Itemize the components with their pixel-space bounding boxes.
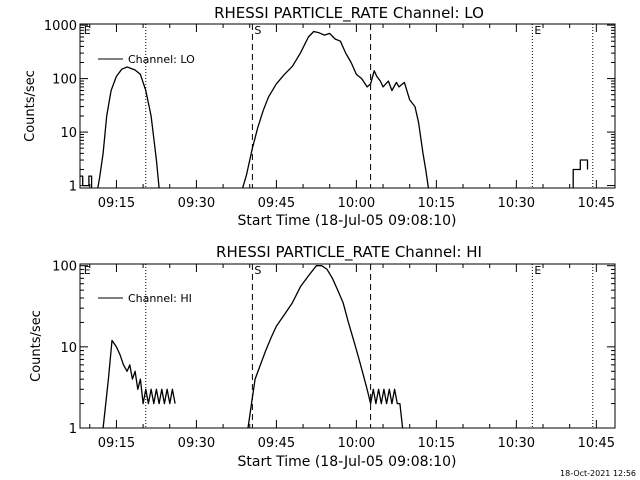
- lo-chart-title: RHESSI PARTICLE_RATE Channel: LO: [214, 4, 484, 23]
- lo-y-axis-label: Counts/sec: [23, 70, 38, 142]
- hi-marker-s-1: S: [254, 264, 261, 277]
- lo-x-tick-label-1015: 10:15: [418, 196, 455, 211]
- hi-y-axis-label: Counts/sec: [29, 310, 44, 382]
- hi-plot-frame: [79, 263, 616, 429]
- lo-x-axis-label: Start Time (18-Jul-05 09:08:10): [237, 213, 456, 229]
- lo-plot-frame: [79, 23, 616, 189]
- lo-series-line-segment-2: [241, 30, 430, 189]
- hi-legend-label: Channel: HI: [128, 292, 192, 305]
- hi-x-tick-label-0930: 09:30: [178, 436, 215, 451]
- hi-x-tick-label-0945: 09:45: [258, 436, 295, 451]
- lo-y-tick-label-1000: 1000: [44, 19, 77, 34]
- lo-x-tick-label-1045: 10:45: [578, 196, 615, 211]
- hi-y-tick-label-10: 10: [60, 341, 77, 356]
- hi-y-tick-label-1: 1: [69, 422, 77, 437]
- lo-x-tick-label-0930: 09:30: [178, 196, 215, 211]
- hi-marker-e-0: E: [84, 264, 91, 277]
- hi-y-tick-label-100: 100: [52, 260, 77, 275]
- hi-channel-panel: RHESSI PARTICLE_RATE Channel: HI E S E 1 10…: [29, 243, 616, 470]
- lo-channel-panel: RHESSI PARTICLE_RATE Channel: LO E S E 1 10…: [23, 4, 616, 229]
- hi-chart-title: RHESSI PARTICLE_RATE Channel: HI: [216, 243, 482, 262]
- lo-legend-label: Channel: LO: [128, 53, 195, 66]
- lo-x-tick-label-0915: 09:15: [98, 196, 135, 211]
- footer-timestamp: 18-Oct-2021 12:56: [560, 469, 636, 478]
- hi-series-line-segment-1: [247, 265, 404, 429]
- lo-y-tick-label-100: 100: [52, 73, 77, 88]
- hi-series-line-segment-0: [102, 339, 176, 429]
- lo-x-tick-label-1000: 10:00: [338, 196, 375, 211]
- lo-series-line-segment-0: [80, 175, 93, 188]
- lo-marker-e-0: E: [84, 24, 91, 37]
- lo-series-line-segment-1: [97, 66, 160, 189]
- hi-x-axis-label: Start Time (18-Jul-05 09:08:10): [237, 454, 456, 470]
- lo-marker-s-1: S: [254, 24, 261, 37]
- lo-series-line-segment-3: [572, 159, 589, 188]
- lo-y-tick-label-1: 1: [69, 180, 77, 195]
- hi-marker-e-2: E: [534, 264, 541, 277]
- hi-x-tick-label-1000: 10:00: [338, 436, 375, 451]
- lo-x-tick-label-0945: 09:45: [258, 196, 295, 211]
- hi-x-tick-label-1015: 10:15: [418, 436, 455, 451]
- lo-marker-e-2: E: [534, 24, 541, 37]
- hi-x-tick-label-1030: 10:30: [498, 436, 535, 451]
- lo-x-tick-label-1030: 10:30: [498, 196, 535, 211]
- hi-x-tick-label-0915: 09:15: [98, 436, 135, 451]
- lo-y-tick-label-10: 10: [60, 126, 77, 141]
- hi-x-tick-label-1045: 10:45: [578, 436, 615, 451]
